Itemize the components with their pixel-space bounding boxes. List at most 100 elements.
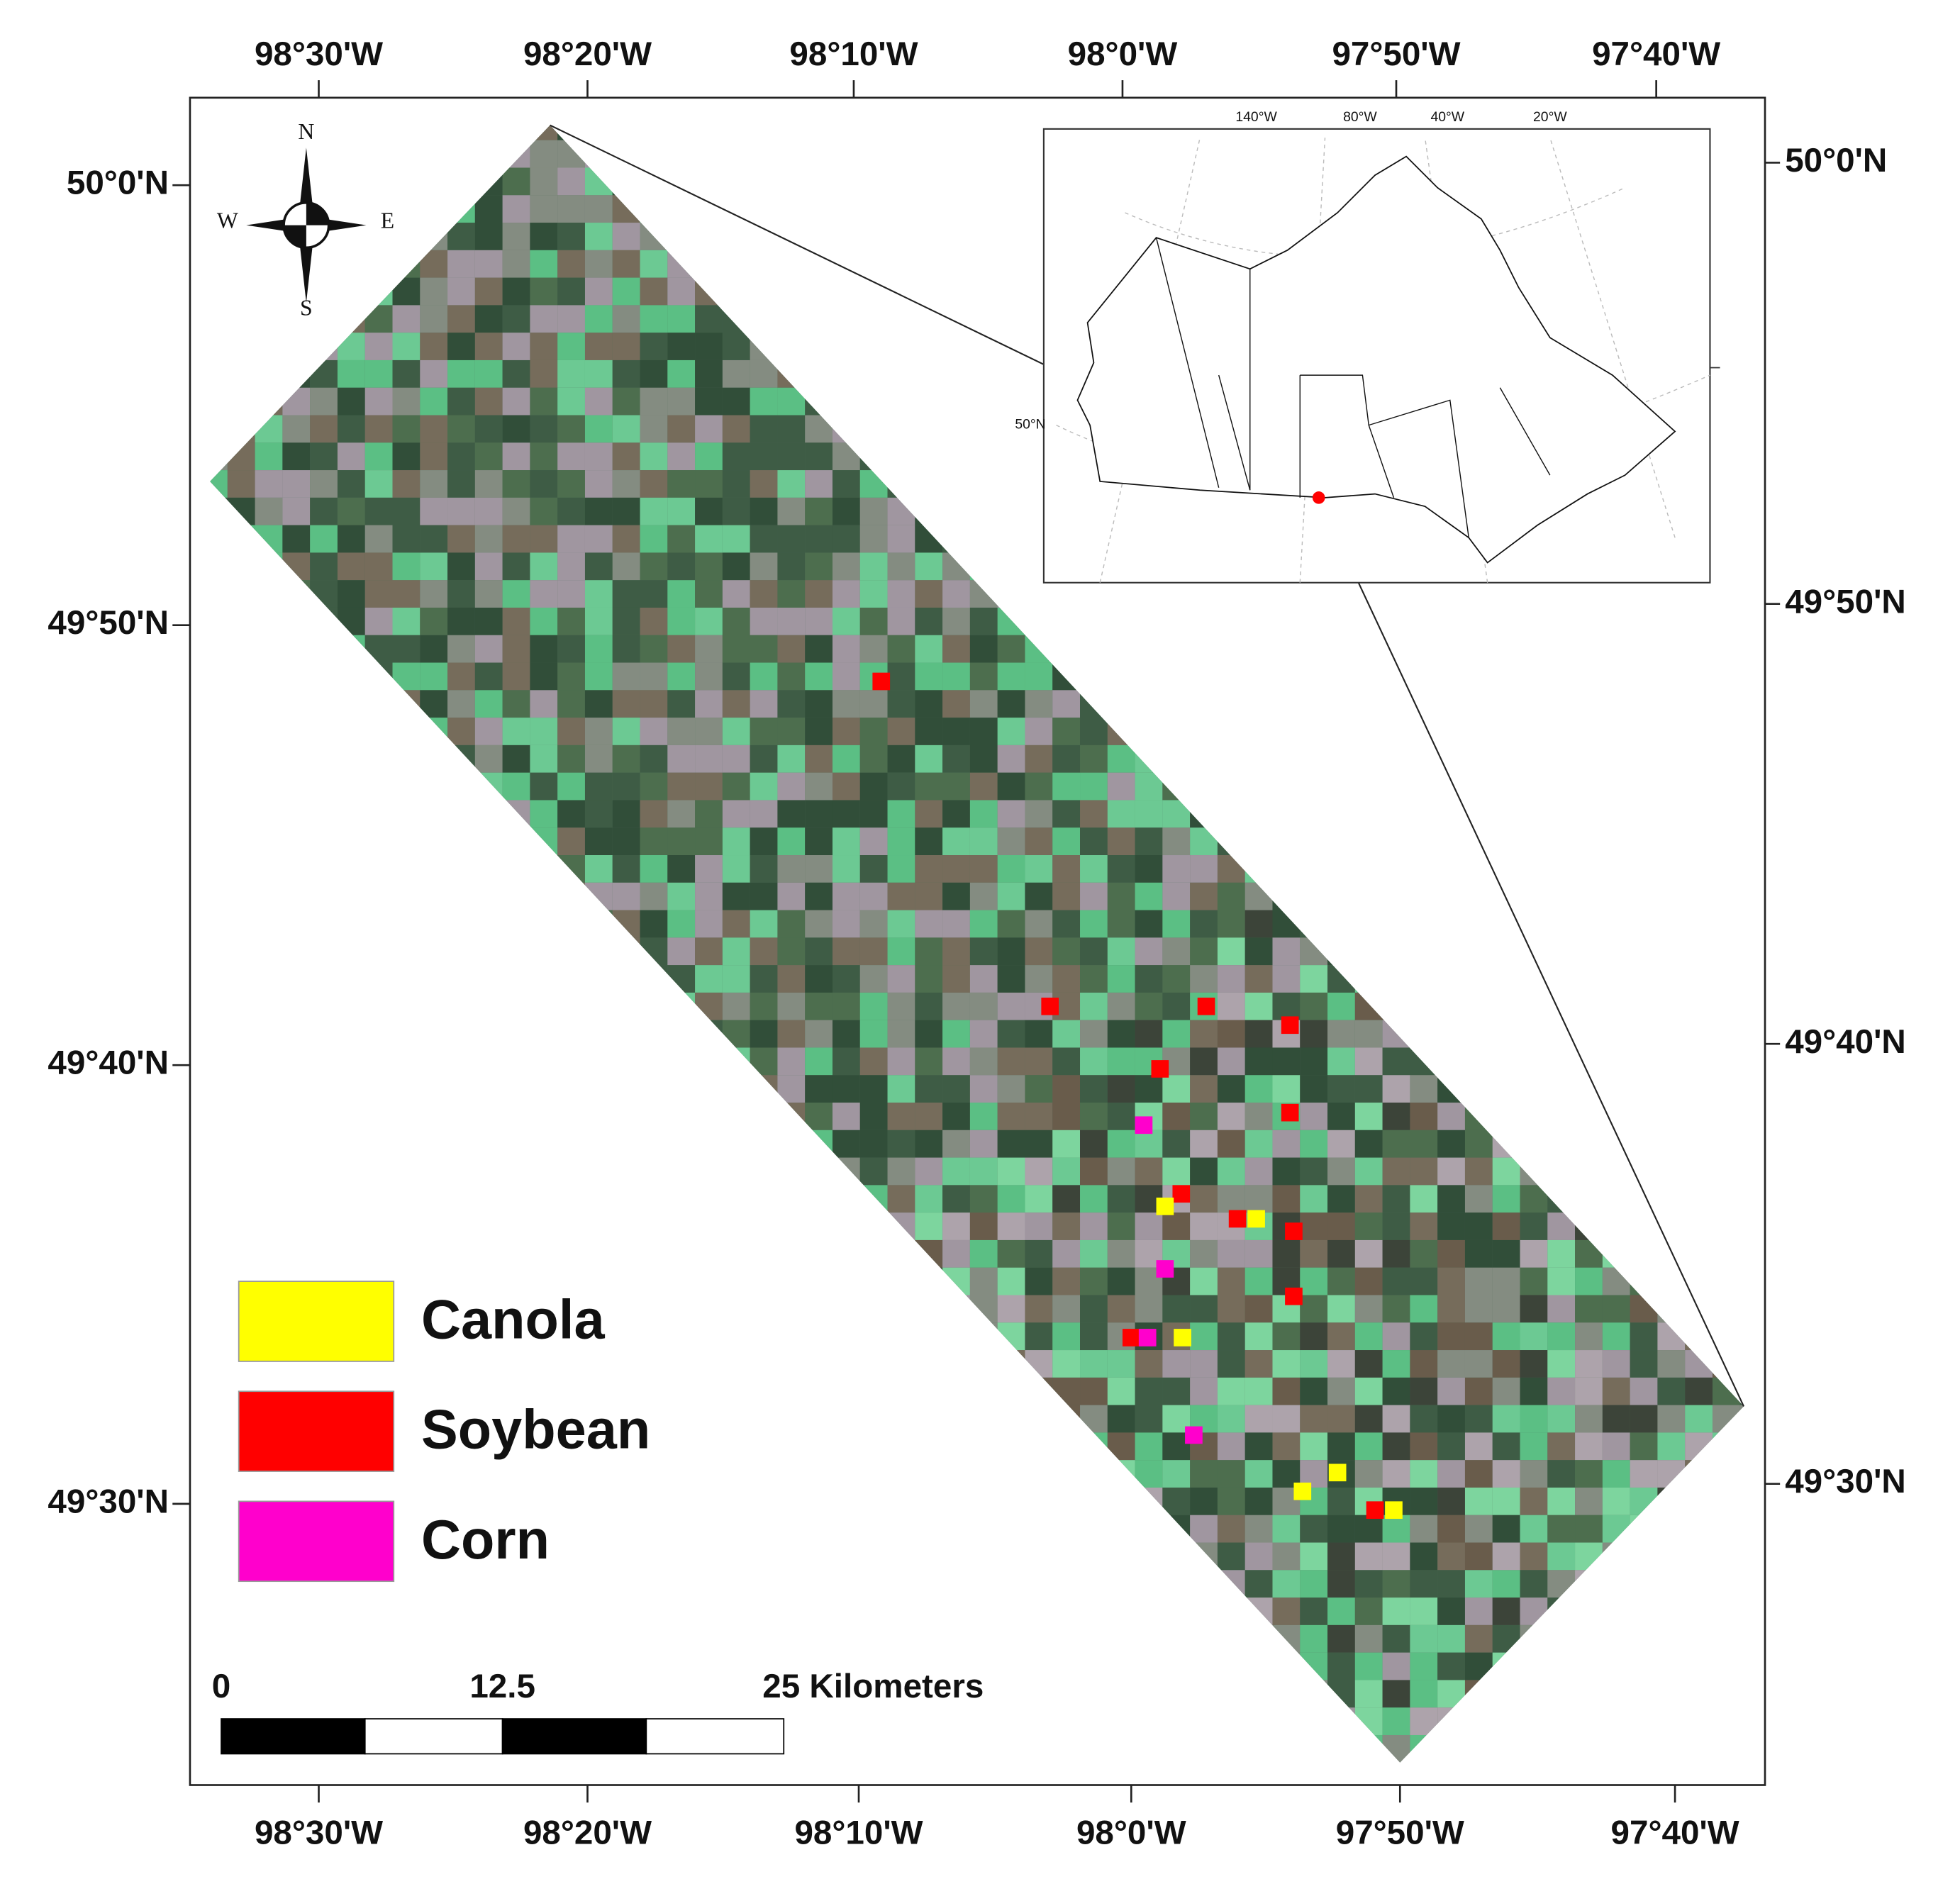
field (1382, 1239, 1410, 1268)
field (1190, 1212, 1218, 1240)
legend-label: Canola (421, 1290, 605, 1351)
field (1135, 855, 1163, 883)
field (969, 772, 998, 801)
field (832, 965, 860, 993)
field (942, 1185, 970, 1213)
field (502, 167, 530, 196)
field (337, 580, 365, 608)
field (392, 305, 421, 333)
field (750, 580, 778, 608)
field (1437, 1130, 1465, 1158)
field (1080, 1020, 1108, 1048)
field (640, 277, 668, 306)
field (612, 333, 640, 360)
field (1217, 1295, 1245, 1323)
field (612, 855, 640, 883)
field (1245, 992, 1273, 1020)
field (1080, 1075, 1108, 1103)
field (474, 359, 503, 388)
field (612, 250, 640, 278)
field (1107, 1295, 1135, 1323)
field (1354, 1239, 1383, 1268)
field (1080, 800, 1108, 828)
field (1602, 1350, 1630, 1378)
field (969, 607, 998, 635)
field (1464, 1432, 1493, 1461)
field (392, 415, 421, 443)
field (447, 580, 475, 608)
field (1135, 937, 1163, 966)
field (502, 277, 530, 306)
field (1547, 1542, 1576, 1571)
field (1107, 1350, 1135, 1378)
field (915, 855, 943, 883)
field (1052, 1103, 1081, 1130)
field (584, 662, 613, 691)
top-axis-label: 97°40'W (1592, 35, 1720, 73)
field (777, 937, 806, 966)
field (337, 415, 365, 443)
field (1547, 1377, 1576, 1405)
field (1382, 1405, 1410, 1433)
field (805, 442, 833, 471)
field (832, 1103, 860, 1130)
field (1272, 1130, 1301, 1158)
field (722, 387, 750, 416)
field (1025, 800, 1053, 828)
field (1437, 1350, 1465, 1378)
field (1272, 1515, 1301, 1543)
field (1657, 1350, 1686, 1378)
field (1025, 1103, 1053, 1130)
field (1025, 1239, 1053, 1268)
field (447, 359, 475, 388)
field (557, 772, 585, 801)
field (612, 442, 640, 471)
field (1520, 1542, 1548, 1571)
field (612, 827, 640, 856)
field (1354, 1047, 1383, 1076)
compass-letter: E (381, 208, 394, 233)
field (447, 607, 475, 635)
field (1547, 1239, 1576, 1268)
field (1602, 1322, 1630, 1351)
field (1272, 1598, 1301, 1625)
field (887, 965, 915, 993)
field (1135, 1405, 1163, 1433)
field (282, 470, 311, 498)
field (859, 992, 888, 1020)
field (777, 910, 806, 938)
field (1052, 1075, 1081, 1103)
field (1162, 882, 1191, 910)
field (722, 525, 750, 553)
field (420, 305, 448, 333)
field (667, 772, 696, 801)
field (364, 607, 393, 635)
zoom-line (1318, 497, 1745, 1407)
field (1190, 1185, 1218, 1213)
field (474, 223, 503, 250)
field (805, 1020, 833, 1048)
field (1245, 1322, 1273, 1351)
field (1382, 1047, 1410, 1076)
field (1025, 1295, 1053, 1323)
field (1300, 1377, 1328, 1405)
field (612, 305, 640, 333)
field (722, 497, 750, 525)
field (942, 855, 970, 883)
field (1410, 1405, 1438, 1433)
field (1025, 1130, 1053, 1158)
field (1382, 1267, 1410, 1295)
inset-longitude-label: 80°W (1343, 109, 1377, 125)
field (1520, 1377, 1548, 1405)
field (805, 580, 833, 608)
field (997, 718, 1025, 745)
field (502, 718, 530, 745)
field (1327, 1130, 1355, 1158)
field (640, 718, 668, 745)
field (557, 442, 585, 471)
field (337, 525, 365, 553)
field (1135, 1157, 1163, 1186)
field (1245, 1515, 1273, 1543)
crop-field (1285, 1287, 1303, 1305)
